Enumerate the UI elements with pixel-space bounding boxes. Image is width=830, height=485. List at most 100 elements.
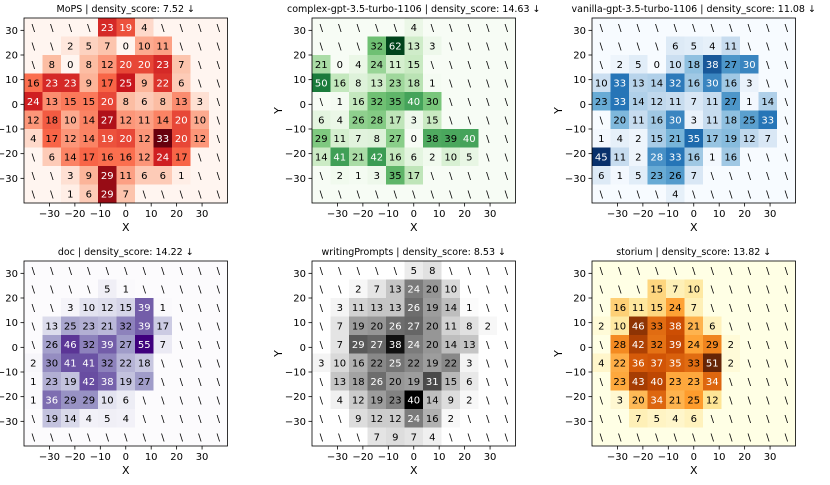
cell-label: 11 [138, 115, 151, 126]
heatmap-cell [330, 409, 350, 428]
heatmap-cell [135, 36, 154, 56]
heatmap-cell [777, 261, 796, 280]
y-tick-label: 0 [300, 343, 306, 354]
heatmap-cell [367, 166, 387, 185]
cell-label: 29 [706, 340, 719, 351]
heatmap-cell [42, 184, 62, 204]
cell-label: 55 [138, 340, 151, 351]
y-tick-label: 30 [293, 26, 306, 37]
cell-label: \ [486, 115, 490, 126]
cell-label: \ [217, 321, 221, 332]
cell-label: 25 [687, 395, 700, 406]
cell-label: \ [486, 266, 490, 277]
heatmap-cell [404, 390, 424, 410]
heatmap-cell [666, 55, 685, 74]
heatmap-cell [441, 372, 461, 391]
y-tick-label: −30 [285, 174, 306, 185]
heatmap-cell [153, 129, 173, 148]
cell-label: \ [320, 23, 324, 34]
heatmap-cell [330, 73, 350, 93]
heatmap-cell [777, 390, 796, 410]
cell-label: 1 [337, 97, 343, 108]
cell-label: 22 [119, 358, 132, 369]
heatmap-cell [721, 353, 741, 373]
heatmap-cell [684, 92, 704, 111]
heatmap-cell [441, 110, 461, 130]
cell-label: 19 [45, 414, 58, 425]
heatmap-cell [61, 261, 80, 280]
cell-label: 14 [64, 152, 77, 163]
cell-label: \ [198, 377, 202, 388]
cell-label: 15 [82, 97, 95, 108]
heatmap-cell [758, 184, 778, 204]
cell-label: \ [217, 377, 221, 388]
cell-label: 22 [370, 358, 383, 369]
heatmap-cell [441, 36, 461, 56]
cell-label: 8 [466, 321, 472, 332]
heatmap-cell [61, 335, 80, 354]
cell-label: \ [766, 303, 770, 314]
heatmap-cell [24, 409, 43, 428]
heatmap-cell [441, 335, 461, 354]
heatmap-cell [190, 147, 210, 167]
cell-label: 24 [407, 340, 420, 351]
y-tick-label: 10 [5, 318, 18, 329]
cell-label: 6 [691, 414, 697, 425]
cell-label: 6 [318, 115, 324, 126]
cell-label: \ [505, 340, 509, 351]
cell-label: \ [637, 284, 641, 295]
heatmap-cell [190, 110, 210, 130]
heatmap-cell [79, 335, 99, 354]
cell-label: \ [692, 266, 696, 277]
heatmap-cell [330, 298, 350, 317]
cell-label: \ [748, 377, 752, 388]
cell-label: 25 [119, 78, 132, 89]
cell-label: \ [486, 284, 490, 295]
heatmap-cell [386, 298, 405, 317]
heatmap-cell [98, 73, 117, 93]
heatmap-cell [172, 55, 191, 74]
cell-label: \ [785, 171, 789, 182]
heatmap-cell [423, 55, 442, 74]
heatmap-cell [116, 18, 136, 37]
cell-label: \ [357, 189, 361, 200]
heatmap-cell [61, 147, 80, 167]
heatmap-cell [386, 166, 405, 185]
heatmap-cell [703, 110, 722, 130]
cell-label: 19 [724, 134, 737, 145]
cell-label: \ [449, 60, 453, 71]
cell-label: 1 [746, 97, 752, 108]
x-tick-label: −10 [378, 452, 399, 463]
cell-label: \ [198, 414, 202, 425]
heatmap-cell [116, 353, 136, 373]
heatmap-cell [460, 36, 479, 56]
cell-label: \ [711, 171, 715, 182]
cell-label: 2 [728, 358, 734, 369]
heatmap-cell [209, 298, 228, 317]
cell-label: \ [600, 115, 604, 126]
cell-label: 16 [650, 115, 663, 126]
heatmap-cell [330, 184, 350, 204]
heatmap-cell [647, 129, 667, 148]
cell-label: \ [180, 284, 184, 295]
heatmap-cell [349, 279, 368, 299]
cell-label: \ [505, 395, 509, 406]
cell-label: \ [431, 23, 435, 34]
cell-label: 8 [355, 78, 361, 89]
cell-label: 28 [613, 340, 626, 351]
heatmap-cell [42, 261, 62, 280]
cell-label: \ [748, 414, 752, 425]
cell-label: 16 [333, 78, 346, 89]
cell-label: \ [69, 266, 73, 277]
cell-label: 19 [407, 377, 420, 388]
cell-label: 7 [374, 432, 380, 443]
cell-label: 4 [617, 134, 623, 145]
heatmap-cell [777, 36, 796, 56]
heatmap-cell [777, 353, 796, 373]
cell-label: 32 [101, 358, 114, 369]
heatmap-cell [190, 279, 210, 299]
heatmap-cell [423, 129, 442, 148]
cell-label: \ [161, 189, 165, 200]
heatmap-cell [478, 316, 498, 336]
heatmap-cell [758, 92, 778, 111]
